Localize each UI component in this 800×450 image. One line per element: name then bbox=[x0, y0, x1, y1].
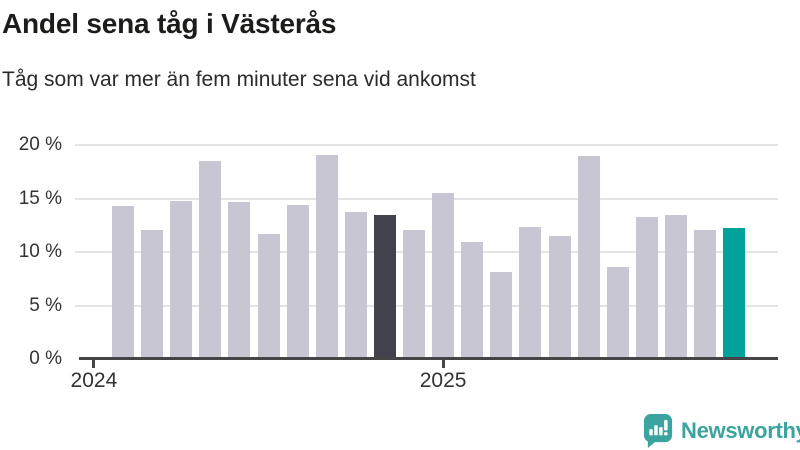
newsworthy-logo[interactable]: Newsworthy bbox=[643, 413, 800, 449]
bar bbox=[577, 155, 600, 359]
bar bbox=[344, 212, 367, 359]
x-tick-label: 2025 bbox=[419, 369, 467, 392]
y-tick-label: 0 % bbox=[29, 348, 62, 369]
bar bbox=[490, 272, 513, 359]
bar bbox=[694, 229, 716, 359]
gridline bbox=[75, 251, 778, 254]
bar bbox=[664, 214, 687, 359]
bar bbox=[199, 161, 222, 359]
y-axis: 0 % 5 % 10 % 15 % 20 % bbox=[0, 120, 62, 369]
y-tick-label: 10 % bbox=[18, 241, 62, 263]
newsworthy-logo-icon bbox=[643, 413, 674, 449]
bar bbox=[519, 227, 542, 359]
chart-title: Andel sena tåg i Västerås bbox=[2, 8, 337, 39]
bar bbox=[723, 228, 746, 359]
bar bbox=[228, 201, 251, 359]
gridline bbox=[75, 144, 778, 147]
y-tick-label: 20 % bbox=[18, 134, 62, 156]
gridline bbox=[75, 304, 778, 307]
gridline bbox=[75, 197, 778, 200]
bar bbox=[606, 267, 629, 359]
bar bbox=[141, 229, 164, 359]
bar bbox=[112, 206, 134, 359]
bar bbox=[170, 200, 193, 359]
bar bbox=[548, 235, 571, 359]
bar bbox=[286, 204, 309, 359]
newsworthy-logo-text: Newsworthy bbox=[681, 418, 800, 443]
x-tick-mark bbox=[441, 359, 445, 368]
x-axis-line bbox=[79, 357, 778, 360]
y-tick-label: 5 % bbox=[29, 294, 62, 316]
bar bbox=[432, 193, 455, 359]
x-tick-mark bbox=[92, 359, 96, 368]
bar bbox=[403, 229, 425, 359]
plot-area: 2024 2025 bbox=[71, 120, 778, 392]
chart-subtitle: Tåg som var mer än fem minuter sena vid … bbox=[2, 68, 476, 91]
bar bbox=[635, 216, 658, 359]
bar bbox=[373, 214, 396, 359]
bar bbox=[461, 242, 484, 359]
x-tick-label: 2024 bbox=[70, 369, 118, 392]
y-tick-label: 15 % bbox=[18, 187, 62, 209]
bar bbox=[257, 233, 280, 359]
bar bbox=[315, 154, 338, 359]
